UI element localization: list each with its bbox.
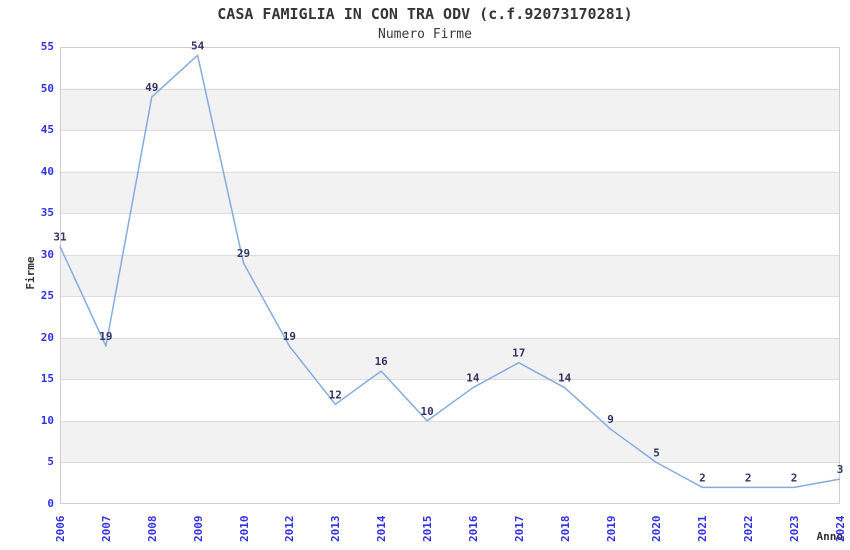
- y-tick-label: 30: [40, 247, 54, 261]
- data-point-label: 2: [699, 471, 706, 484]
- y-tick-label: 10: [40, 413, 54, 427]
- y-tick-label: 25: [40, 289, 54, 303]
- data-point-label: 3: [837, 463, 844, 476]
- x-tick-label: 2014: [375, 515, 389, 543]
- chart-title: CASA FAMIGLIA IN CON TRA ODV (c.f.920731…: [217, 5, 633, 23]
- plot-border: [60, 47, 840, 504]
- x-tick-label: 2022: [742, 515, 756, 543]
- data-point-label: 19: [283, 330, 296, 343]
- data-point-label: 10: [420, 405, 433, 418]
- x-tick-label: 2006: [54, 515, 67, 543]
- band: [60, 254, 840, 297]
- x-tick-label: 2016: [466, 515, 480, 543]
- x-axis-title: Anno: [816, 530, 844, 543]
- x-tick-label: 2019: [604, 515, 618, 543]
- data-point-label: 19: [99, 330, 112, 343]
- y-tick-label: 5: [47, 455, 54, 469]
- band: [60, 337, 840, 380]
- x-tick-label: 2007: [99, 515, 113, 543]
- x-tick-label: 2010: [237, 515, 251, 543]
- data-point-label: 17: [512, 347, 525, 360]
- x-tick-label: 2008: [145, 515, 159, 543]
- data-point-label: 31: [53, 230, 67, 243]
- plot-area: 31 19 49 54 29 19 12 16 10 14 17 14 9 5 2 2 2 3: [53, 39, 843, 504]
- chart-svg: 31 19 49 54 29 19 12 16 10 14 17 14 9 5 2 2 2 3: [53, 39, 843, 504]
- x-tick-label: 2023: [788, 515, 802, 543]
- x-tick-label: 2009: [191, 515, 205, 543]
- x-tick-label: 2021: [696, 515, 710, 543]
- band: [60, 88, 840, 131]
- data-point-label: 5: [653, 447, 660, 460]
- x-tick-label: 2012: [283, 515, 297, 543]
- data-point-label: 54: [191, 39, 205, 52]
- x-tick-label: 2020: [650, 515, 664, 543]
- data-point-label: 14: [558, 372, 572, 385]
- data-point-label: 49: [145, 81, 158, 94]
- x-tick-label: 2024: [834, 515, 847, 543]
- y-tick-label: 20: [40, 330, 54, 344]
- series-line: [59, 54, 841, 489]
- x-tick-label: 2015: [421, 515, 435, 543]
- y-tick-label: 35: [40, 206, 54, 220]
- x-tick-label: 2018: [558, 515, 572, 543]
- data-point-label: 29: [237, 247, 250, 260]
- data-point-label: 9: [607, 413, 614, 426]
- x-tick-label: 2017: [512, 515, 526, 543]
- y-tick-label: 55: [40, 40, 54, 53]
- y-tick-label: 40: [40, 164, 54, 178]
- band: [60, 171, 840, 214]
- y-axis-title: Firme: [24, 256, 37, 290]
- y-tick-label: 15: [40, 372, 54, 386]
- y-tick-label: 45: [40, 123, 54, 137]
- y-tick-label: 50: [40, 81, 54, 95]
- data-point-label: 12: [329, 388, 342, 401]
- data-point-label: 16: [375, 355, 389, 368]
- data-point-label: 14: [466, 372, 480, 385]
- band: [60, 420, 840, 463]
- data-point-label: 2: [791, 471, 798, 484]
- x-tick-label: 2013: [329, 515, 343, 543]
- chart-subtitle: Numero Firme: [378, 27, 472, 42]
- data-point-label: 2: [745, 471, 752, 484]
- y-tick-label: 0: [47, 497, 54, 510]
